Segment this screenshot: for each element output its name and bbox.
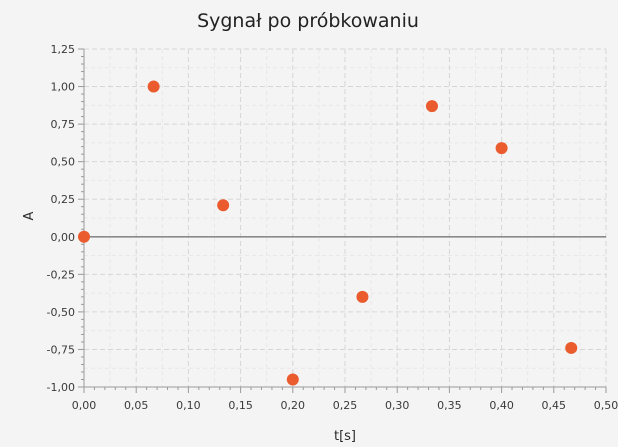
x-tick-label: 0,30 (385, 399, 410, 412)
x-tick-label: 0,10 (176, 399, 201, 412)
y-tick-label: 0,25 (51, 193, 76, 206)
y-tick-label: -1,00 (47, 381, 75, 394)
data-point (356, 290, 369, 303)
y-tick-label: 1,25 (51, 43, 76, 56)
chart-title: Sygnał po próbkowaniu (197, 10, 419, 32)
tick-labels: 1,25 1,00 0,75 0,50 0,25 0,00 -0,25 -0,50 -0,75 -… (47, 43, 618, 412)
y-tick-label: 1,00 (51, 81, 76, 94)
data-point (565, 341, 578, 354)
axes (78, 48, 607, 393)
x-tick-label: 0,25 (333, 399, 358, 412)
x-tick-label: 0,20 (281, 399, 306, 412)
data-point (78, 230, 90, 243)
data-point (217, 199, 230, 212)
data-points (78, 80, 578, 386)
y-axis-title: A (22, 211, 37, 220)
x-tick-label: 0,40 (489, 399, 514, 412)
x-axis-title: t[s] (334, 429, 356, 444)
data-point (495, 142, 508, 155)
y-tick-label: 0,75 (51, 118, 76, 131)
grid-lines (84, 48, 607, 387)
x-tick-label: 0,50 (594, 399, 618, 412)
x-tick-label: 0,35 (437, 399, 462, 412)
x-tick-label: 0,05 (124, 399, 149, 412)
data-point (286, 373, 299, 386)
y-tick-label: -0,75 (47, 343, 75, 356)
x-tick-label: 0,00 (72, 399, 97, 412)
data-point (147, 80, 160, 93)
y-tick-label: -0,25 (47, 268, 75, 281)
x-tick-label: 0,15 (228, 399, 253, 412)
y-tick-label: 0,00 (51, 231, 76, 244)
x-tick-label: 0,45 (542, 399, 567, 412)
y-tick-label: 0,50 (51, 156, 76, 169)
y-tick-label: -0,50 (47, 306, 75, 319)
data-point (425, 100, 438, 113)
